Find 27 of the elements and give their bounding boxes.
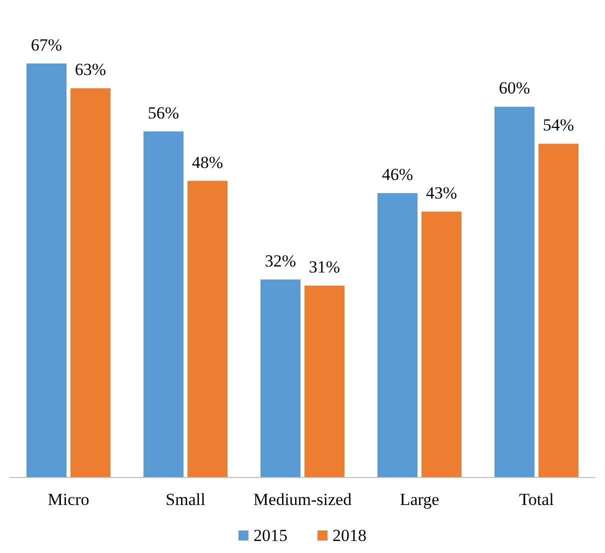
legend-label: 2018 (332, 526, 366, 545)
x-tick-label: Medium-sized (253, 490, 352, 509)
bar (260, 280, 300, 477)
bar (304, 286, 344, 477)
bar (144, 131, 184, 477)
x-tick-label: Total (519, 490, 554, 509)
bar (188, 180, 228, 477)
bar (494, 106, 534, 477)
bar (422, 212, 462, 477)
x-tick-label: Small (166, 490, 206, 509)
data-label: 67% (30, 36, 62, 55)
data-label: 60% (498, 78, 530, 98)
data-label: 48% (192, 152, 224, 172)
data-label: 54% (542, 116, 574, 135)
x-tick-label: Micro (48, 490, 90, 509)
bar (538, 144, 578, 477)
data-label: 43% (426, 184, 458, 203)
x-tick-label: Large (400, 490, 440, 509)
legend-label: 2015 (254, 526, 288, 545)
data-label: 56% (148, 103, 180, 122)
data-label: 63% (74, 60, 106, 80)
bar (378, 193, 418, 477)
data-label: 32% (264, 252, 296, 271)
data-label: 46% (382, 165, 414, 184)
data-label: 31% (308, 258, 340, 277)
bar (70, 88, 110, 477)
bar (26, 64, 66, 477)
